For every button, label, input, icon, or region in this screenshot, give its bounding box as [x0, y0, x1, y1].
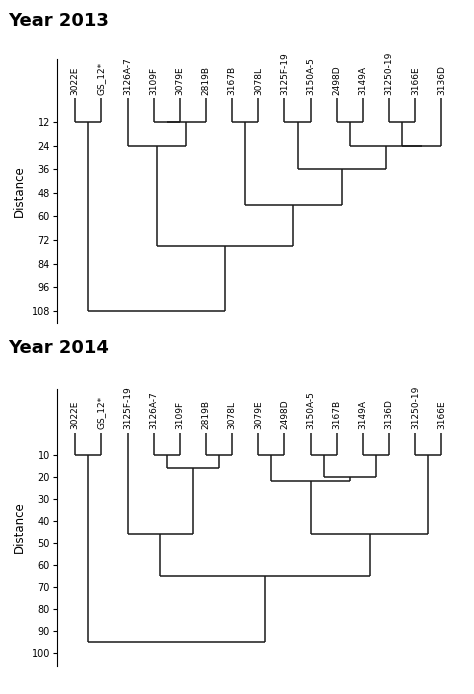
- Text: 3078L: 3078L: [228, 401, 237, 430]
- Text: 3022E: 3022E: [71, 67, 80, 95]
- Text: GS_12*: GS_12*: [97, 62, 106, 95]
- Text: 3126A-7: 3126A-7: [123, 58, 132, 95]
- Text: 3150A-5: 3150A-5: [306, 58, 315, 95]
- Text: 31250-19: 31250-19: [411, 386, 420, 430]
- Text: 2498D: 2498D: [332, 66, 341, 95]
- Text: Year 2013: Year 2013: [9, 12, 109, 30]
- Text: Year 2014: Year 2014: [9, 339, 109, 357]
- Text: 3149A: 3149A: [358, 400, 367, 430]
- Text: 3166E: 3166E: [411, 67, 420, 95]
- Text: 2819B: 2819B: [201, 67, 210, 95]
- Text: 3149A: 3149A: [358, 67, 367, 95]
- Text: 3125F-19: 3125F-19: [123, 387, 132, 430]
- Y-axis label: Distance: Distance: [13, 502, 26, 553]
- Text: 3079E: 3079E: [254, 400, 263, 430]
- Text: 31250-19: 31250-19: [384, 52, 393, 95]
- Text: 3125F-19: 3125F-19: [280, 53, 289, 95]
- Text: 3109F: 3109F: [149, 67, 158, 95]
- Text: 3126A-7: 3126A-7: [149, 391, 158, 430]
- Text: 3167B: 3167B: [228, 66, 237, 95]
- Text: 2498D: 2498D: [280, 400, 289, 430]
- Text: 3166E: 3166E: [437, 400, 446, 430]
- Text: 3079E: 3079E: [175, 67, 184, 95]
- Text: 3136D: 3136D: [384, 400, 393, 430]
- Text: 3109F: 3109F: [175, 401, 184, 430]
- Text: 3136D: 3136D: [437, 65, 446, 95]
- Text: 3078L: 3078L: [254, 67, 263, 95]
- Text: 3022E: 3022E: [71, 401, 80, 430]
- Text: 2819B: 2819B: [201, 400, 210, 430]
- Text: 3167B: 3167B: [332, 400, 341, 430]
- Text: GS_12*: GS_12*: [97, 396, 106, 430]
- Y-axis label: Distance: Distance: [13, 165, 26, 217]
- Text: 3150A-5: 3150A-5: [306, 391, 315, 430]
